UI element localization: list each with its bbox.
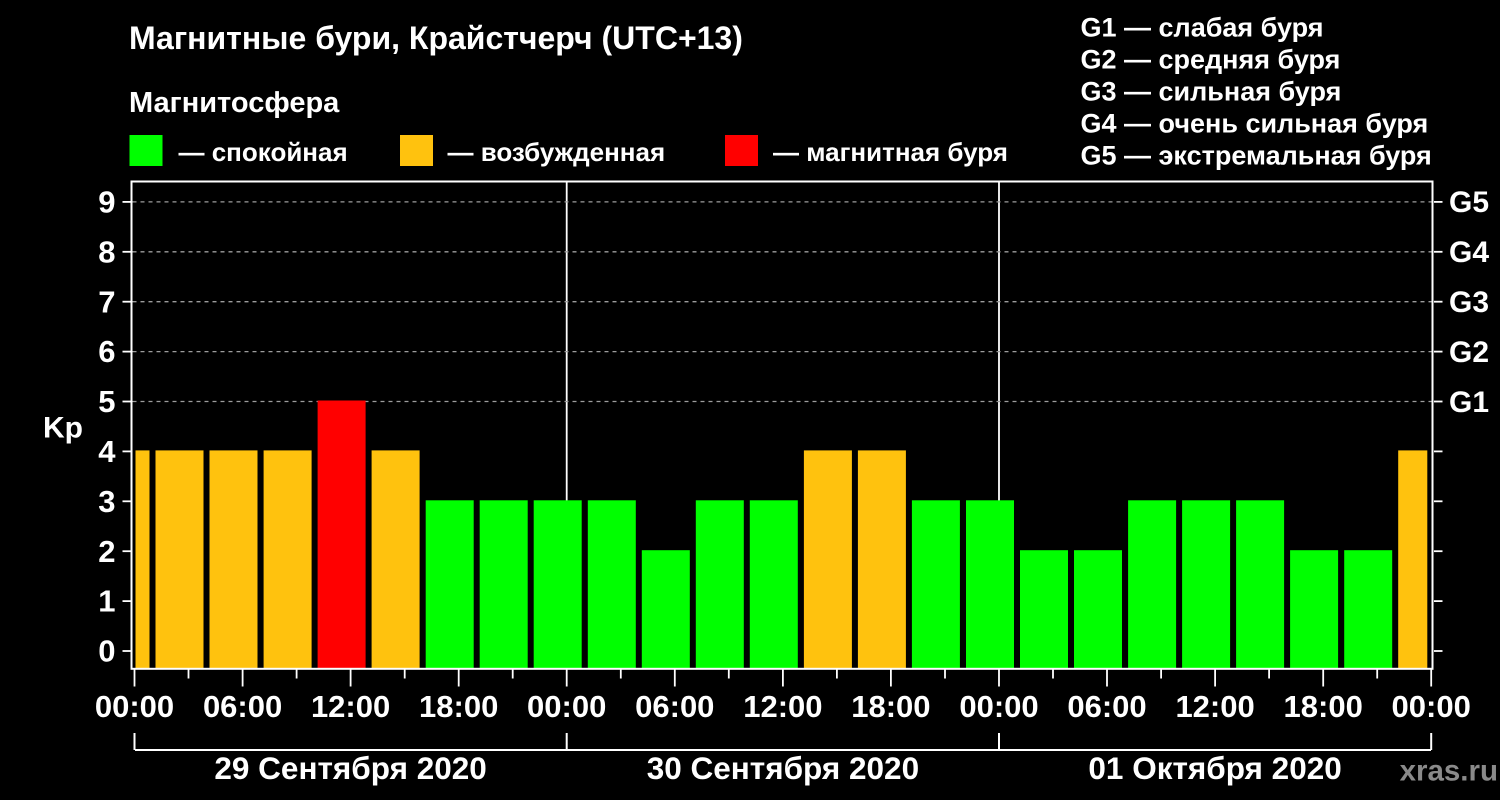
svg-text:7: 7 bbox=[98, 284, 115, 319]
svg-text:12:00: 12:00 bbox=[1175, 689, 1254, 724]
svg-text:18:00: 18:00 bbox=[851, 689, 930, 724]
svg-text:00:00: 00:00 bbox=[527, 689, 606, 724]
svg-text:xras.ru: xras.ru bbox=[1400, 755, 1498, 788]
svg-text:29 Сентября 2020: 29 Сентября 2020 bbox=[214, 750, 486, 786]
svg-text:0: 0 bbox=[98, 634, 115, 669]
svg-text:18:00: 18:00 bbox=[419, 689, 498, 724]
svg-text:6: 6 bbox=[98, 334, 115, 369]
svg-text:1: 1 bbox=[98, 584, 115, 619]
svg-text:06:00: 06:00 bbox=[1067, 689, 1146, 724]
svg-text:01 Октября 2020: 01 Октября 2020 bbox=[1088, 750, 1341, 786]
svg-text:G5: G5 bbox=[1449, 186, 1489, 219]
svg-text:G5 — экстремальная буря: G5 — экстремальная буря bbox=[1081, 141, 1432, 171]
svg-text:G2: G2 bbox=[1449, 336, 1489, 369]
svg-text:— магнитная буря: — магнитная буря bbox=[773, 137, 1008, 167]
svg-text:Kp: Kp bbox=[43, 412, 83, 445]
svg-text:— возбужденная: — возбужденная bbox=[448, 137, 666, 167]
svg-text:06:00: 06:00 bbox=[635, 689, 714, 724]
svg-text:G4 — очень сильная буря: G4 — очень сильная буря bbox=[1081, 109, 1429, 139]
svg-text:5: 5 bbox=[98, 384, 115, 419]
svg-text:00:00: 00:00 bbox=[1392, 689, 1471, 724]
svg-text:G4: G4 bbox=[1449, 236, 1489, 269]
svg-text:G3: G3 bbox=[1449, 286, 1489, 319]
svg-text:00:00: 00:00 bbox=[959, 689, 1038, 724]
svg-text:G1: G1 bbox=[1449, 386, 1489, 419]
svg-text:30 Сентября 2020: 30 Сентября 2020 bbox=[647, 750, 919, 786]
svg-text:9: 9 bbox=[98, 185, 115, 220]
svg-text:Магнитные бури, Крайстчерч (UT: Магнитные бури, Крайстчерч (UTC+13) bbox=[129, 20, 743, 56]
svg-text:06:00: 06:00 bbox=[203, 689, 282, 724]
svg-text:12:00: 12:00 bbox=[311, 689, 390, 724]
svg-text:Магнитосфера: Магнитосфера bbox=[129, 87, 340, 119]
svg-text:00:00: 00:00 bbox=[95, 689, 174, 724]
svg-text:G3 — сильная буря: G3 — сильная буря bbox=[1081, 77, 1342, 107]
svg-text:4: 4 bbox=[98, 434, 116, 469]
svg-text:3: 3 bbox=[98, 484, 115, 519]
svg-text:8: 8 bbox=[98, 234, 115, 269]
svg-text:G1 — слабая буря: G1 — слабая буря bbox=[1081, 13, 1324, 43]
svg-text:G2 — средняя буря: G2 — средняя буря bbox=[1081, 45, 1341, 75]
svg-text:— спокойная: — спокойная bbox=[179, 137, 348, 167]
svg-text:2: 2 bbox=[98, 534, 115, 569]
svg-text:12:00: 12:00 bbox=[743, 689, 822, 724]
svg-text:18:00: 18:00 bbox=[1284, 689, 1363, 724]
